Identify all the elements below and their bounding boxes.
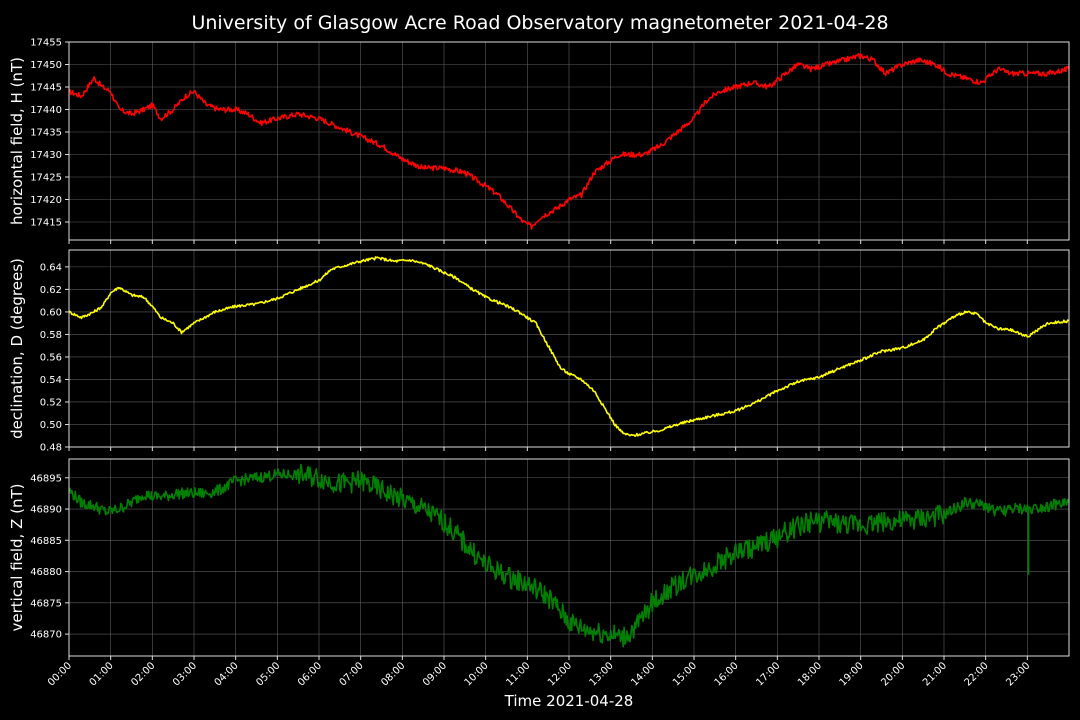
y-tick-label: 0.50 (40, 420, 62, 431)
x-tick-label: 23:00 (1004, 660, 1032, 688)
x-axis-label: Time 2021-04-28 (504, 692, 634, 710)
y-tick-label: 17425 (30, 173, 62, 184)
x-tick-label: 18:00 (796, 660, 824, 688)
x-tick-label: 09:00 (421, 660, 449, 688)
x-tick-label: 11:00 (504, 660, 532, 688)
y-tick-label: 46870 (30, 630, 62, 641)
y-tick-label: 17440 (30, 105, 62, 116)
y-tick-label: 17445 (30, 83, 62, 94)
x-tick-label: 21:00 (921, 660, 949, 688)
panel-2: 0.48 0.50 0.52 0.54 0.56 0.58 0.60 0.62 0.64 decl… (8, 249, 1070, 454)
y-tick-label: 0.64 (40, 262, 62, 273)
series-line (68, 256, 1070, 438)
y-axis-label: vertical field, Z (nT) (8, 483, 26, 631)
x-tick-label: 14:00 (629, 660, 657, 688)
y-tick-label: 46890 (30, 505, 62, 516)
y-tick-label: 0.58 (40, 330, 62, 341)
y-tick-label: 46895 (30, 473, 62, 484)
y-tick-label: 17415 (30, 218, 62, 229)
y-tick-label: 46875 (30, 598, 62, 609)
x-tick-label: 07:00 (338, 660, 366, 688)
x-axis: 00:00 01:00 02:00 03:00 04:00 05:00 06:00 07:00… (46, 660, 1032, 688)
x-tick-label: 06:00 (296, 660, 324, 688)
x-tick-label: 13:00 (588, 660, 616, 688)
panel-frame (68, 249, 1070, 448)
x-tick-label: 05:00 (254, 660, 282, 688)
x-tick-label: 20:00 (879, 660, 907, 688)
y-tick-label: 17450 (30, 60, 62, 71)
x-tick-label: 17:00 (754, 660, 782, 688)
y-tick-label: 0.52 (40, 397, 62, 408)
x-tick-label: 12:00 (546, 660, 574, 688)
y-tick-label: 46885 (30, 536, 62, 547)
panel-frame (68, 458, 1070, 657)
panel-3: 46870 46875 46880 46885 46890 46895 vertical f… (8, 458, 1070, 660)
y-tick-label: 17430 (30, 150, 62, 161)
series-line (68, 53, 1070, 230)
panel-frame (68, 41, 1070, 241)
chart-title: University of Glasgow Acre Road Observat… (191, 12, 888, 34)
y-tick-label: 0.48 (40, 443, 62, 454)
y-axis-label: declination, D (degrees) (8, 258, 26, 439)
y-tick-label: 17455 (30, 38, 62, 49)
x-tick-label: 15:00 (671, 660, 699, 688)
y-tick-label: 17435 (30, 128, 62, 139)
y-tick-label: 46880 (30, 567, 62, 578)
x-tick-label: 01:00 (88, 660, 116, 688)
x-tick-label: 16:00 (713, 660, 741, 688)
x-tick-label: 04:00 (213, 660, 241, 688)
y-axis-label: horizontal field, H (nT) (8, 57, 26, 225)
x-tick-label: 08:00 (379, 660, 407, 688)
y-tick-label: 0.60 (40, 307, 62, 318)
panels: 17415 17420 17425 17430 17435 17440 17445 17450… (8, 38, 1070, 660)
panel-1: 17415 17420 17425 17430 17435 17440 17445 17450… (8, 38, 1070, 244)
x-tick-label: 02:00 (129, 660, 157, 688)
x-tick-label: 03:00 (171, 660, 199, 688)
y-tick-label: 0.54 (40, 375, 62, 386)
x-tick-label: 22:00 (963, 660, 991, 688)
x-tick-label: 10:00 (463, 660, 491, 688)
x-tick-label: 00:00 (46, 660, 74, 688)
series-line (68, 463, 1070, 648)
y-tick-label: 0.62 (40, 285, 62, 296)
y-tick-label: 17420 (30, 195, 62, 206)
y-tick-label: 0.56 (40, 352, 62, 363)
x-tick-label: 19:00 (838, 660, 866, 688)
